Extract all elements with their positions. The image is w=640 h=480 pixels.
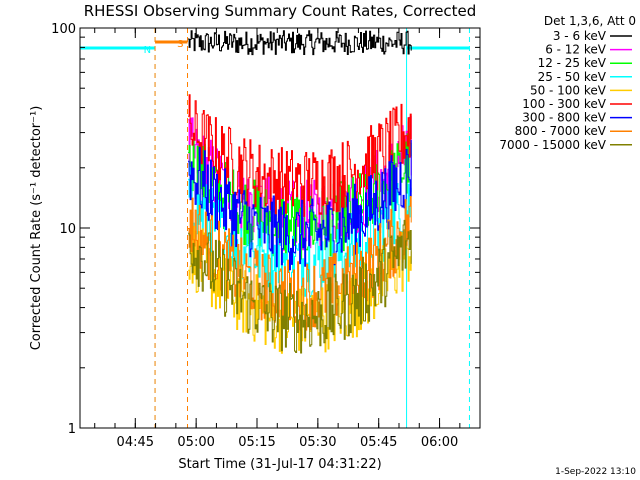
series-line-5 bbox=[188, 225, 412, 354]
axes-layer: 1 10 100 04:45 05:00 05:15 05:30 05:45 06:00 bbox=[51, 22, 480, 450]
annotation-bars-layer: NS bbox=[79, 28, 470, 428]
series-line-1 bbox=[188, 30, 412, 56]
x-tick-label: 04:45 bbox=[117, 435, 154, 450]
x-tick-label: 05:30 bbox=[299, 435, 336, 450]
legend-label: 100 - 300 keV bbox=[522, 97, 606, 111]
y-tick-label: 1 bbox=[68, 422, 76, 437]
series-layer bbox=[188, 30, 412, 354]
legend-label: 300 - 800 keV bbox=[522, 111, 606, 125]
y-tick-label: 10 bbox=[59, 222, 76, 237]
legend-label: 6 - 12 keV bbox=[545, 43, 607, 57]
legend-label: 12 - 25 keV bbox=[538, 56, 607, 70]
x-axis-label: Start Time (31-Jul-17 04:31:22) bbox=[178, 457, 381, 472]
footer-date: 1-Sep-2022 13:10 bbox=[555, 467, 636, 477]
legend-label: 7000 - 15000 keV bbox=[499, 138, 606, 152]
y-tick-label: 100 bbox=[51, 22, 76, 37]
legend-label: 3 - 6 keV bbox=[553, 29, 607, 43]
legend-label: 800 - 7000 keV bbox=[515, 124, 607, 138]
series-line-9 bbox=[188, 219, 412, 354]
chart-title: RHESSI Observing Summary Count Rates, Co… bbox=[84, 2, 477, 20]
legend-header: Det 1,3,6, Att 0 bbox=[544, 14, 636, 28]
legend-label: 25 - 50 keV bbox=[538, 70, 607, 84]
series-line-8 bbox=[188, 196, 412, 331]
annotation-label: S bbox=[177, 39, 183, 50]
series-line-7 bbox=[188, 140, 412, 271]
x-tick-label: 05:00 bbox=[177, 435, 214, 450]
y-axis-label: Corrected Count Rate (s⁻¹ detector⁻¹) bbox=[29, 106, 44, 351]
x-tick-label: 05:45 bbox=[360, 435, 397, 450]
x-tick-label: 06:00 bbox=[421, 435, 458, 450]
x-tick-label: 05:15 bbox=[238, 435, 275, 450]
annotation-label: N bbox=[144, 45, 151, 56]
legend-label: 50 - 100 keV bbox=[530, 83, 607, 97]
